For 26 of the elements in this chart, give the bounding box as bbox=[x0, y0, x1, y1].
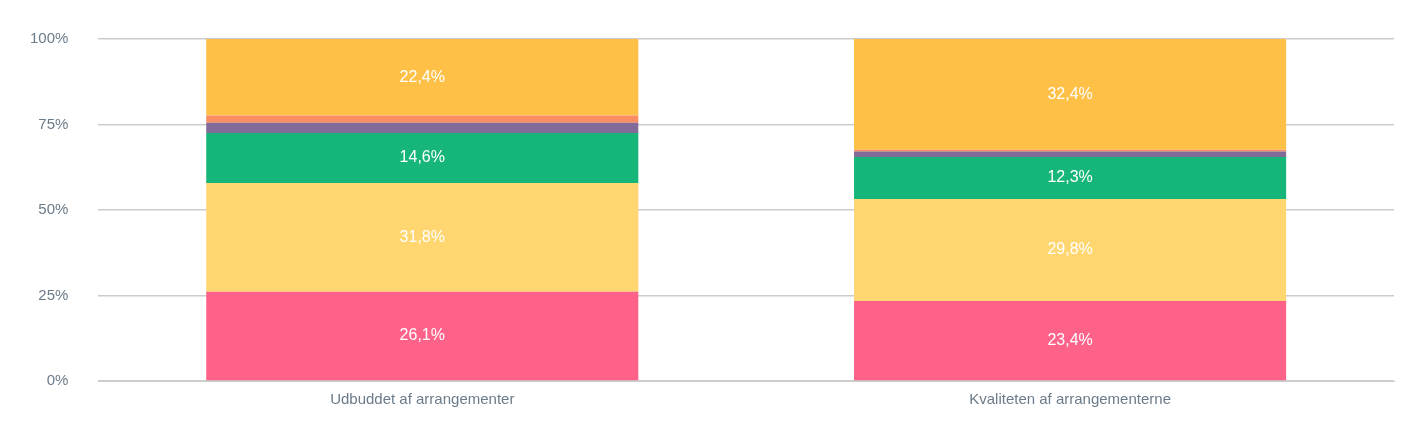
data-label: 22,4% bbox=[399, 67, 445, 85]
bar bbox=[206, 133, 639, 183]
bar bbox=[206, 291, 639, 381]
data-label: 12,3% bbox=[1047, 168, 1093, 186]
data-label: 32,4% bbox=[1047, 84, 1093, 102]
bar bbox=[854, 300, 1287, 381]
x-tick-label: Kvaliteten af arrangementerne bbox=[969, 390, 1171, 408]
bar bbox=[206, 122, 639, 134]
bar bbox=[854, 199, 1287, 301]
data-label: 26,1% bbox=[399, 326, 445, 344]
bar bbox=[854, 39, 1287, 150]
bar bbox=[206, 39, 639, 116]
bar bbox=[854, 156, 1287, 200]
y-tick-label: 75% bbox=[38, 114, 69, 132]
data-label: 23,4% bbox=[1047, 331, 1093, 349]
x-tick-label: Udbuddet af arrangementer bbox=[330, 390, 515, 408]
y-tick-label: 0% bbox=[46, 371, 69, 389]
y-tick-label: 100% bbox=[29, 29, 69, 47]
bar bbox=[206, 182, 639, 292]
bar bbox=[206, 115, 639, 123]
y-tick-label: 25% bbox=[38, 285, 69, 303]
y-tick-label: 50% bbox=[38, 200, 69, 218]
bar bbox=[854, 151, 1287, 157]
data-label: 14,6% bbox=[399, 148, 445, 166]
data-label: 31,8% bbox=[399, 227, 445, 245]
data-label: 29,8% bbox=[1047, 240, 1093, 258]
